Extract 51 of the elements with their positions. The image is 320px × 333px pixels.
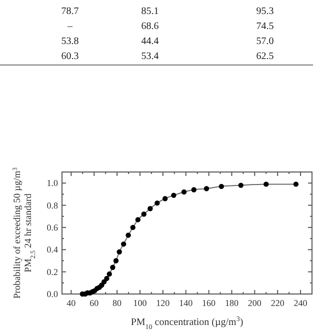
- point: [218, 184, 224, 190]
- text: 53.4: [141, 51, 159, 62]
- y-tick-label: 0.2: [46, 266, 58, 277]
- point: [120, 241, 126, 247]
- text: 85.1: [141, 6, 159, 17]
- point: [171, 192, 176, 198]
- point: [238, 182, 244, 188]
- point: [116, 249, 122, 254]
- y-tick-label: 0.8: [46, 200, 58, 210]
- x-tick-label: 40: [66, 298, 76, 308]
- point: [293, 182, 299, 187]
- point: [162, 196, 168, 202]
- point: [135, 217, 141, 222]
- text: 53.8: [61, 36, 79, 47]
- x-tick-label: 160: [202, 298, 216, 308]
- text: 62.5: [256, 51, 274, 62]
- y-tick-label: 0.4: [46, 244, 58, 255]
- text: –: [66, 21, 74, 32]
- point: [191, 187, 196, 192]
- x-tick-label: 80: [112, 298, 122, 308]
- point: [204, 186, 210, 192]
- point: [110, 264, 116, 270]
- y-tick-label: 0.0: [46, 289, 58, 299]
- point: [130, 224, 136, 230]
- x-tick-label: 140: [179, 298, 194, 308]
- text: 78.7: [61, 6, 79, 17]
- y-tick-label: 1.0: [46, 178, 58, 188]
- y-tick-label: 0.6: [46, 222, 58, 232]
- text: 57.0: [256, 36, 274, 47]
- text: 60.3: [61, 51, 79, 62]
- point: [264, 182, 269, 187]
- point: [181, 189, 187, 195]
- x-axis-title: PM$_{10}$ concentration (µg/m$^{3}$): [130, 315, 244, 331]
- x-tick-label: 220: [270, 298, 285, 308]
- point: [154, 200, 160, 206]
- x-tick-label: 120: [156, 298, 170, 308]
- point: [148, 206, 153, 212]
- text: 95.3: [256, 6, 274, 17]
- point: [113, 258, 119, 264]
- x-tick-label: 180: [224, 298, 239, 308]
- x-tick-label: 200: [248, 298, 262, 308]
- point: [141, 212, 146, 217]
- point: [126, 232, 131, 238]
- x-tick-label: 60: [90, 298, 100, 308]
- point: [106, 271, 112, 277]
- text: 44.4: [141, 36, 159, 47]
- x-tick-label: 240: [294, 298, 308, 308]
- text: 74.5: [256, 21, 274, 32]
- text: 68.6: [141, 21, 159, 32]
- x-tick-label: 100: [133, 298, 148, 308]
- point: [104, 276, 110, 282]
